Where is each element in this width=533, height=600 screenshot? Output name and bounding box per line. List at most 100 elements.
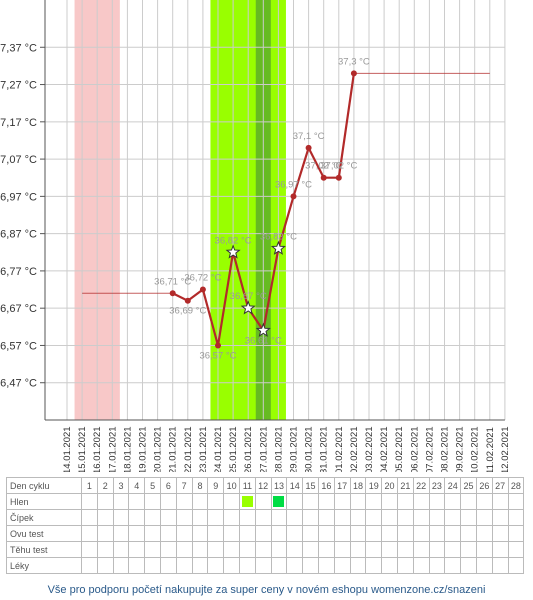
table-cell[interactable] [159, 557, 177, 574]
table-cell[interactable] [81, 541, 98, 558]
table-cell[interactable] [365, 493, 383, 510]
table-cell[interactable] [381, 509, 398, 526]
table-cell[interactable] [286, 525, 304, 542]
table-cell[interactable] [207, 541, 225, 558]
table-cell[interactable] [460, 509, 477, 526]
footer-promo-text[interactable]: Vše pro podporu početí nakupujte za supe… [47, 584, 486, 596]
table-cell[interactable] [191, 525, 209, 542]
table-cell[interactable] [270, 509, 288, 526]
table-cell[interactable] [191, 509, 209, 526]
table-cell[interactable] [491, 493, 509, 510]
table-cell[interactable] [207, 557, 225, 574]
table-cell[interactable] [333, 557, 351, 574]
table-cell[interactable] [507, 509, 525, 526]
table-cell[interactable] [128, 509, 146, 526]
table-cell[interactable] [491, 541, 509, 558]
table-cell[interactable] [175, 493, 193, 510]
table-cell[interactable] [507, 493, 525, 510]
table-cell[interactable] [81, 493, 98, 510]
table-cell[interactable] [191, 541, 209, 558]
table-cell[interactable] [317, 557, 335, 574]
table-cell[interactable] [223, 509, 240, 526]
table-cell[interactable] [128, 493, 146, 510]
table-cell[interactable] [270, 493, 288, 510]
table-cell[interactable] [444, 525, 462, 542]
table-cell[interactable] [112, 525, 130, 542]
table-cell[interactable] [349, 509, 367, 526]
table-cell[interactable] [270, 525, 288, 542]
table-cell[interactable] [254, 557, 272, 574]
table-cell[interactable] [144, 525, 161, 542]
table-cell[interactable] [491, 557, 509, 574]
table-cell[interactable] [381, 493, 398, 510]
table-cell[interactable] [333, 509, 351, 526]
table-cell[interactable] [396, 525, 414, 542]
table-cell[interactable] [286, 541, 304, 558]
table-cell[interactable] [349, 493, 367, 510]
table-cell[interactable] [333, 541, 351, 558]
table-cell[interactable] [144, 509, 161, 526]
table-cell[interactable] [365, 541, 383, 558]
table-cell[interactable] [128, 557, 146, 574]
table-cell[interactable] [254, 493, 272, 510]
table-cell[interactable] [317, 525, 335, 542]
table-cell[interactable] [238, 493, 256, 510]
table-cell[interactable] [444, 541, 462, 558]
table-cell[interactable] [365, 509, 383, 526]
table-cell[interactable] [112, 493, 130, 510]
table-cell[interactable] [333, 493, 351, 510]
table-cell[interactable] [412, 493, 430, 510]
table-cell[interactable] [396, 509, 414, 526]
table-cell[interactable] [460, 557, 477, 574]
table-cell[interactable] [159, 509, 177, 526]
table-cell[interactable] [81, 509, 98, 526]
table-cell[interactable] [286, 557, 304, 574]
table-cell[interactable] [317, 493, 335, 510]
table-cell[interactable] [238, 525, 256, 542]
table-cell[interactable] [223, 541, 240, 558]
table-cell[interactable] [302, 509, 319, 526]
table-cell[interactable] [270, 541, 288, 558]
table-cell[interactable] [428, 557, 446, 574]
table-cell[interactable] [317, 509, 335, 526]
table-cell[interactable] [428, 493, 446, 510]
table-cell[interactable] [396, 493, 414, 510]
table-cell[interactable] [412, 509, 430, 526]
table-cell[interactable] [302, 557, 319, 574]
table-cell[interactable] [159, 541, 177, 558]
table-cell[interactable] [175, 525, 193, 542]
table-cell[interactable] [491, 525, 509, 542]
table-cell[interactable] [460, 525, 477, 542]
table-cell[interactable] [507, 557, 525, 574]
table-cell[interactable] [207, 493, 225, 510]
table-cell[interactable] [475, 557, 493, 574]
table-cell[interactable] [270, 557, 288, 574]
table-cell[interactable] [396, 541, 414, 558]
table-cell[interactable] [428, 541, 446, 558]
table-cell[interactable] [412, 525, 430, 542]
table-cell[interactable] [96, 509, 114, 526]
table-cell[interactable] [428, 509, 446, 526]
table-cell[interactable] [444, 557, 462, 574]
table-cell[interactable] [428, 525, 446, 542]
table-cell[interactable] [333, 525, 351, 542]
table-cell[interactable] [254, 525, 272, 542]
table-cell[interactable] [238, 541, 256, 558]
table-cell[interactable] [349, 557, 367, 574]
table-cell[interactable] [207, 525, 225, 542]
table-cell[interactable] [460, 493, 477, 510]
table-cell[interactable] [238, 509, 256, 526]
table-cell[interactable] [302, 493, 319, 510]
table-cell[interactable] [507, 541, 525, 558]
table-cell[interactable] [412, 541, 430, 558]
table-cell[interactable] [475, 541, 493, 558]
table-cell[interactable] [96, 525, 114, 542]
table-cell[interactable] [112, 557, 130, 574]
table-cell[interactable] [81, 525, 98, 542]
table-cell[interactable] [144, 493, 161, 510]
table-cell[interactable] [317, 541, 335, 558]
table-cell[interactable] [444, 509, 462, 526]
table-cell[interactable] [223, 493, 240, 510]
table-cell[interactable] [302, 541, 319, 558]
table-cell[interactable] [365, 557, 383, 574]
